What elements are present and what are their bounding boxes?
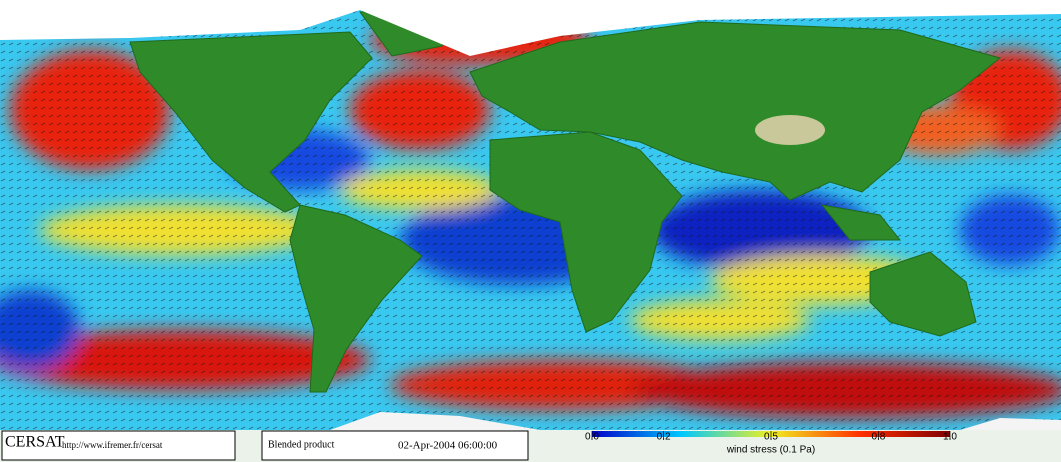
url: http://www.ifremer.fr/cersat bbox=[62, 440, 163, 450]
plateau bbox=[755, 115, 825, 145]
arctic bbox=[0, 0, 1061, 56]
colorbar-ticks: 0.0 0.2 0.5 0.8 1.0 bbox=[585, 431, 957, 443]
tick-label: 0.2 bbox=[657, 432, 671, 443]
product: Blended product bbox=[268, 439, 335, 450]
tick-label: 1.0 bbox=[943, 432, 957, 443]
product-box bbox=[261, 430, 529, 461]
antarctica bbox=[330, 412, 1061, 430]
date: 02-Apr-2004 06:00:00 bbox=[398, 440, 498, 452]
tick-label: 0.8 bbox=[871, 432, 885, 443]
tick-label: 0.0 bbox=[585, 432, 599, 443]
tick-label: 0.5 bbox=[764, 432, 778, 443]
colorbar-label: wind stress (0.1 Pa) bbox=[726, 445, 815, 456]
logo: CERSAT bbox=[5, 434, 65, 451]
logo-box bbox=[1, 430, 236, 461]
